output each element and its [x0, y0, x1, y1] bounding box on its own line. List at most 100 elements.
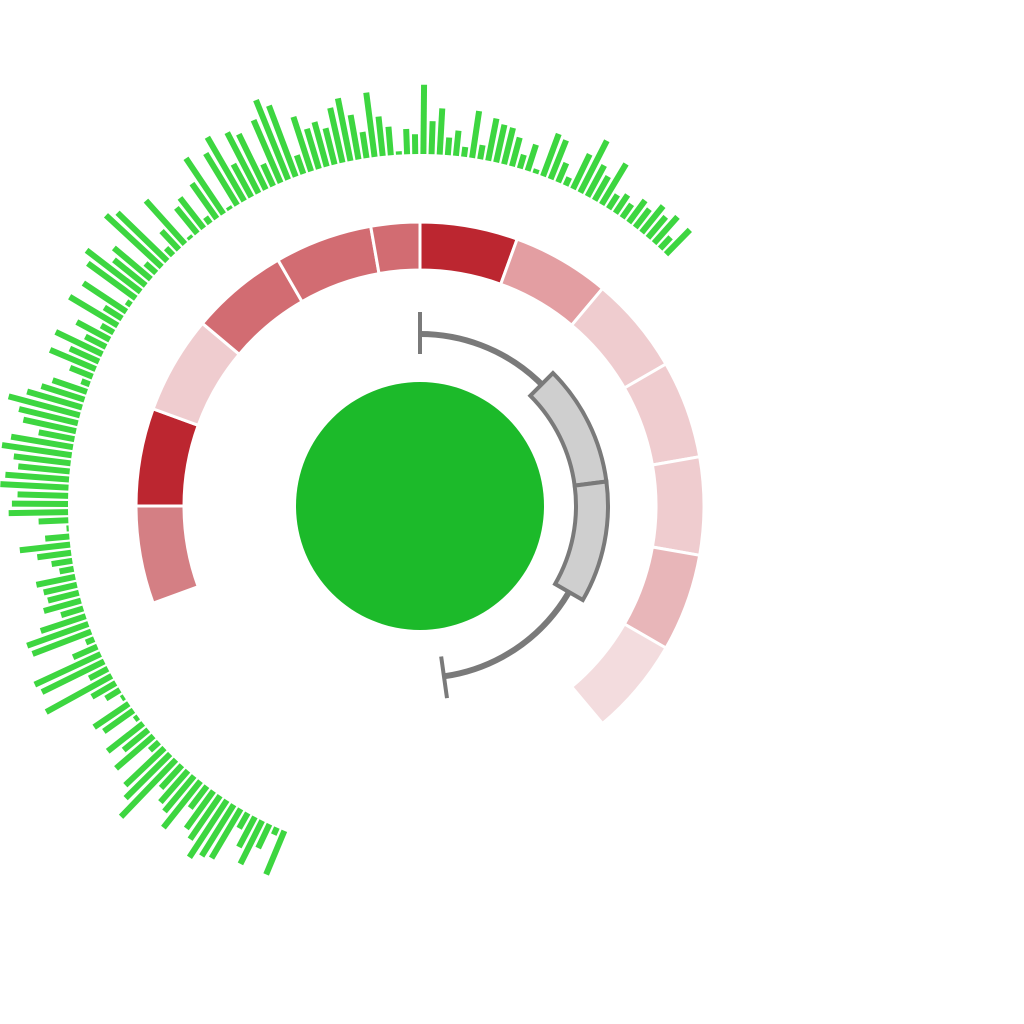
- bar-23: [132, 714, 141, 722]
- link-tick-0-1: [439, 656, 449, 699]
- core-circle: [296, 382, 544, 630]
- bar-135: [547, 139, 569, 181]
- bar-99: [236, 132, 269, 191]
- bar-8: [186, 798, 230, 859]
- heatmap-segment-4: [650, 454, 706, 558]
- bar-53: [0, 481, 69, 491]
- bar-128: [493, 124, 508, 163]
- bar-21: [121, 727, 151, 753]
- bar-5: [236, 811, 251, 830]
- bar-125: [469, 110, 483, 159]
- bar-83: [103, 213, 164, 270]
- bar-124: [461, 146, 469, 158]
- bar-27: [104, 687, 122, 702]
- bar-57: [1, 442, 73, 459]
- bar-109: [327, 107, 346, 164]
- bar-20: [114, 733, 156, 771]
- bar-142: [599, 162, 629, 207]
- bar-11: [187, 784, 210, 810]
- bar-97: [230, 162, 254, 199]
- bar-73: [99, 322, 116, 336]
- bar-92: [189, 181, 220, 221]
- bar-15: [158, 763, 185, 790]
- bar-139: [577, 139, 610, 194]
- bar-33: [71, 643, 99, 660]
- bar-104: [293, 154, 307, 175]
- bar-32: [33, 651, 102, 688]
- bar-131: [516, 153, 527, 170]
- bar-25: [92, 701, 131, 730]
- bar-41: [43, 581, 78, 596]
- bar-49: [38, 517, 69, 525]
- bar-42: [35, 573, 76, 588]
- bar-85: [163, 246, 176, 258]
- bar-126: [477, 144, 486, 160]
- bar-16: [118, 757, 179, 819]
- bar-65: [51, 377, 88, 395]
- bar-28: [90, 680, 118, 700]
- bar-107: [311, 121, 330, 168]
- bar-151: [657, 235, 673, 251]
- bar-143: [606, 193, 620, 211]
- bar-45: [36, 549, 72, 561]
- bar-115: [385, 126, 394, 156]
- bar-112: [359, 131, 370, 159]
- bar-123: [452, 130, 462, 157]
- bar-87: [143, 198, 188, 247]
- bar-103: [266, 104, 299, 178]
- bar-145: [619, 202, 635, 220]
- bar-37: [39, 613, 87, 634]
- bar-137: [562, 176, 572, 187]
- bar-127: [485, 117, 500, 162]
- bar-9: [187, 794, 223, 841]
- bar-54: [5, 471, 70, 483]
- bar-82: [143, 261, 159, 276]
- bar-68: [48, 347, 97, 372]
- heatmap-segment-6: [569, 621, 669, 726]
- bar-17: [123, 751, 173, 801]
- bar-30: [87, 666, 110, 682]
- bar-6: [208, 807, 244, 860]
- bar-141: [592, 175, 611, 202]
- bar-43: [59, 565, 75, 575]
- bar-10: [183, 789, 216, 831]
- bar-63: [26, 388, 83, 411]
- bar-76: [81, 280, 129, 315]
- bar-31: [40, 658, 106, 695]
- bar-136: [555, 161, 570, 184]
- bar-22: [105, 721, 146, 754]
- bar-39: [43, 597, 82, 614]
- bar-36: [26, 621, 90, 649]
- bar-44: [51, 557, 73, 568]
- bar-129: [501, 127, 516, 165]
- bar-1: [271, 826, 280, 836]
- bar-88: [186, 234, 194, 241]
- heatmap-segment-12: [368, 220, 422, 276]
- bar-96: [204, 135, 247, 203]
- bar-61: [18, 406, 79, 427]
- bar-111: [347, 114, 362, 160]
- bar-40: [47, 589, 80, 604]
- link-track: [418, 312, 610, 699]
- bar-114: [375, 116, 386, 157]
- bar-18: [123, 745, 167, 788]
- bar-70: [54, 329, 104, 357]
- bar-81: [111, 245, 153, 282]
- bar-62: [7, 393, 81, 419]
- bar-74: [68, 294, 120, 329]
- bar-59: [38, 429, 75, 443]
- bar-119: [420, 84, 428, 155]
- bar-2: [255, 822, 273, 850]
- bar-13: [162, 774, 197, 814]
- bar-24: [102, 707, 136, 734]
- bar-89: [174, 205, 200, 236]
- bar-100: [260, 162, 276, 188]
- bar-132: [524, 143, 539, 172]
- bar-98: [224, 131, 262, 195]
- bar-149: [645, 214, 669, 240]
- bar-94: [225, 205, 233, 212]
- bar-34: [84, 636, 96, 646]
- heatmap-track: [134, 220, 706, 726]
- bar-46: [19, 541, 71, 554]
